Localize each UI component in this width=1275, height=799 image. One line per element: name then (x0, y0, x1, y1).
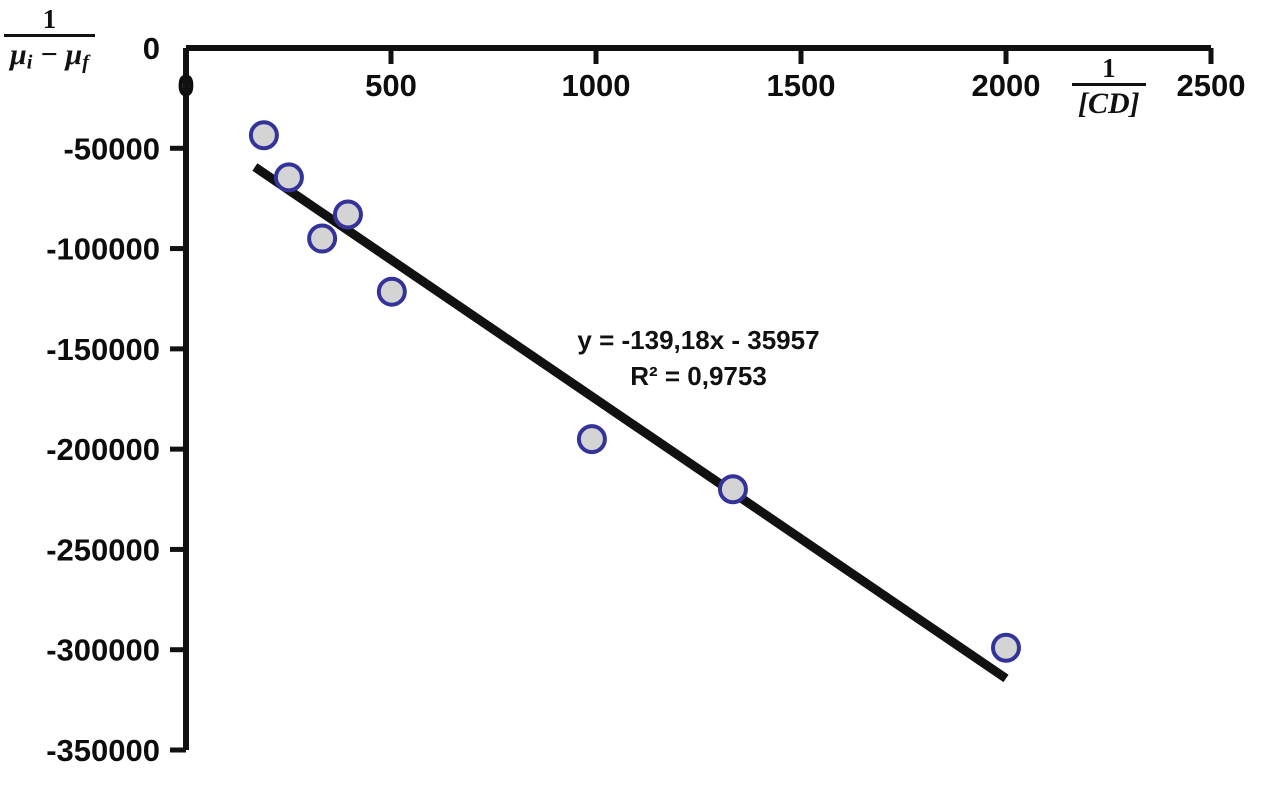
y-axis-title: 1 μi − μf (4, 4, 96, 74)
mu-i-symbol: μi (10, 38, 33, 74)
y-tick-label: -250000 (46, 532, 160, 567)
x-axis-ticks: 0 500 1000 1500 2000 2500 (177, 48, 1245, 103)
x-tick-label: 2000 (972, 68, 1041, 103)
x-axis-title-numerator: 1 (1102, 53, 1116, 83)
y-axis-ticks: 0 -50000 -100000 -150000 -200000 -250000 -3000… (46, 31, 186, 768)
y-axis-title-numerator: 1 (42, 4, 57, 34)
y-tick-label: -150000 (46, 332, 160, 367)
x-tick-label: 2500 (1177, 68, 1246, 103)
trendline (252, 163, 1009, 683)
x-axis-title-denominator: [CD] (1072, 83, 1146, 119)
chart-annotations: y = -139,18x - 35957 R² = 0,9753 (577, 325, 819, 391)
data-point-marker (332, 199, 363, 230)
mu-f-symbol: μf (65, 38, 90, 74)
x-tick-label: 1000 (562, 68, 631, 103)
x-tick-label: 1500 (767, 68, 836, 103)
minus-symbol: − (39, 38, 59, 71)
y-tick-label: -350000 (46, 733, 160, 768)
x-axis-title: 1 [CD] (1072, 55, 1146, 119)
annotation-text: R² = 0,9753 (630, 361, 767, 391)
data-point-marker (376, 276, 407, 307)
axis-lines (183, 45, 1211, 750)
x-tick-label: 0 (177, 68, 194, 103)
data-point-marker (248, 120, 279, 151)
data-point-marker (273, 162, 304, 193)
annotation-text: y = -139,18x - 35957 (577, 325, 819, 355)
data-point-marker (307, 223, 338, 254)
y-tick-label: -200000 (46, 432, 160, 467)
data-points (248, 120, 1021, 663)
trendline-segment (252, 163, 1009, 683)
x-tick-label: 500 (365, 68, 417, 103)
y-tick-label: -300000 (46, 633, 160, 668)
y-tick-label: -100000 (46, 232, 160, 267)
y-axis-title-denominator: μi − μf (4, 34, 96, 74)
data-point-marker (717, 474, 748, 505)
data-point-marker (576, 424, 607, 455)
y-tick-label: 0 (143, 31, 160, 66)
y-tick-label: -50000 (63, 131, 160, 166)
data-point-marker (991, 632, 1021, 663)
